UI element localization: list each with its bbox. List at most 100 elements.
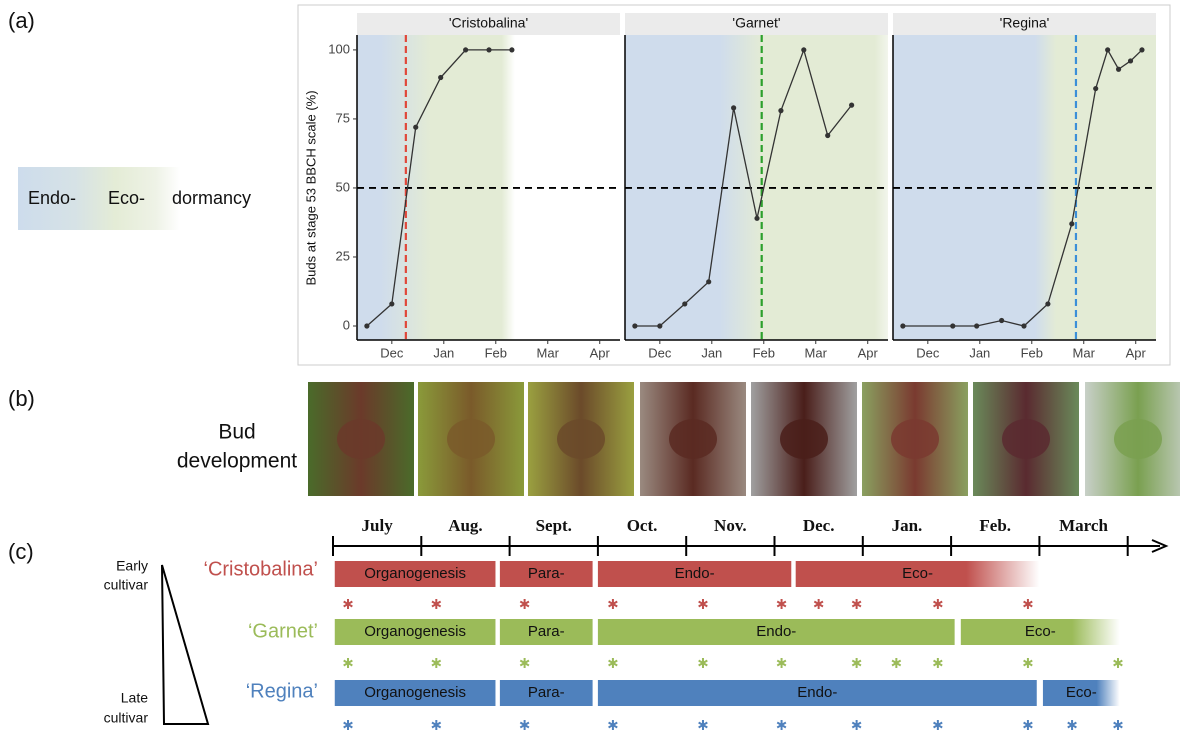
legend-label: Endo- [28,188,76,208]
bud-photo-detail [1114,419,1162,459]
month-label: Jan. [892,516,923,535]
sampling-date [776,720,787,730]
data-point [438,74,444,81]
phase-label: Endo- [675,565,715,582]
sampling-date [343,658,353,668]
phase-bar [597,561,792,587]
x-tick-label: Dec [648,345,672,360]
sampling-date [698,658,708,668]
bud-photo-detail [669,419,717,459]
data-point [632,323,638,329]
phase-label: Para- [528,623,565,640]
phase-bar [795,561,1040,587]
phase-bar [334,619,496,645]
data-point [950,323,956,329]
sampling-date [1023,599,1033,609]
legend-gradient [18,167,180,230]
x-tick-label: Dec [916,345,940,360]
data-point [825,132,831,139]
panel-label: (c) [8,539,34,564]
month-label: Aug. [448,516,482,535]
phase-label: Para- [528,684,565,701]
sampling-date [891,658,902,668]
data-point [731,105,737,111]
data-point [974,323,980,329]
month-label: Nov. [714,516,747,535]
data-point [1021,323,1027,329]
sampling-date [933,599,943,609]
sampling-date [851,599,862,609]
data-point [1139,47,1145,53]
data-point [413,124,419,130]
y-tick-label: 0 [343,317,350,332]
sampling-date [1023,720,1033,730]
sampling-date [813,599,824,609]
facet-strip [893,13,1156,35]
bud-label: Bud [218,421,255,444]
y-tick-label: 50 [336,179,350,194]
bud-photo-detail [337,419,385,459]
data-point [1127,58,1134,64]
phase-label: Organogenesis [364,565,466,582]
data-point [754,215,760,221]
panel-label: (b) [8,386,35,411]
data-point [389,301,395,307]
sampling-date [1113,658,1123,668]
panel-label: (a) [8,8,35,33]
x-tick-label: Jan [433,345,454,360]
legend-label: dormancy [172,188,251,208]
phase-bar [499,619,593,645]
data-point [778,108,784,114]
data-point [1045,301,1051,307]
phase-bar [597,619,955,645]
sampling-date [519,658,530,668]
bud-photo-detail [891,419,939,459]
x-tick-label: Apr [590,345,611,360]
x-tick-label: Mar [537,345,560,360]
x-tick-label: Feb [485,345,507,360]
data-point [463,47,469,53]
early-label: Early [116,558,148,574]
x-tick-label: Dec [380,345,404,360]
legend-label: Eco- [108,188,145,208]
x-tick-label: Jan [969,345,990,360]
data-point [1093,85,1099,92]
panel-frame [297,4,1171,366]
x-tick-label: Mar [805,345,828,360]
y-axis-label: Buds at stage 53 BBCH scale (%) [303,90,318,285]
phase-bar [499,561,593,587]
phase-label: Organogenesis [364,623,466,640]
sampling-date [608,720,618,730]
data-point [657,323,663,329]
data-point [1115,66,1122,72]
data-point [682,301,688,307]
bud-photo-detail [447,419,495,459]
phase-label: Para- [528,565,565,582]
cultivar-name: ‘Cristobalina’ [204,558,319,580]
phase-bar [597,680,1037,706]
bud-photo-detail [780,419,828,459]
sampling-date [519,720,530,730]
month-label: Oct. [627,516,658,535]
phase-label: Eco- [1025,623,1056,640]
sampling-date [343,720,353,730]
sampling-date [1113,720,1123,730]
cultivar-triangle [161,564,210,725]
facet-title: 'Garnet' [732,15,780,31]
phase-bar [1042,680,1120,706]
sampling-date [431,720,442,730]
facet-strip [625,13,888,35]
month-label: Dec. [803,516,835,535]
x-tick-label: Apr [858,345,879,360]
facet-strip [357,13,620,35]
phase-label: Organogenesis [364,684,466,701]
phase-bar [334,561,496,587]
cultivar-name: ‘Regina’ [246,680,318,702]
x-tick-label: Apr [1126,345,1147,360]
late-label: Late [121,690,148,706]
y-tick-label: 75 [336,110,350,125]
data-point [706,279,712,285]
x-tick-label: Feb [1021,345,1043,360]
facet-title: 'Cristobalina' [449,15,528,31]
